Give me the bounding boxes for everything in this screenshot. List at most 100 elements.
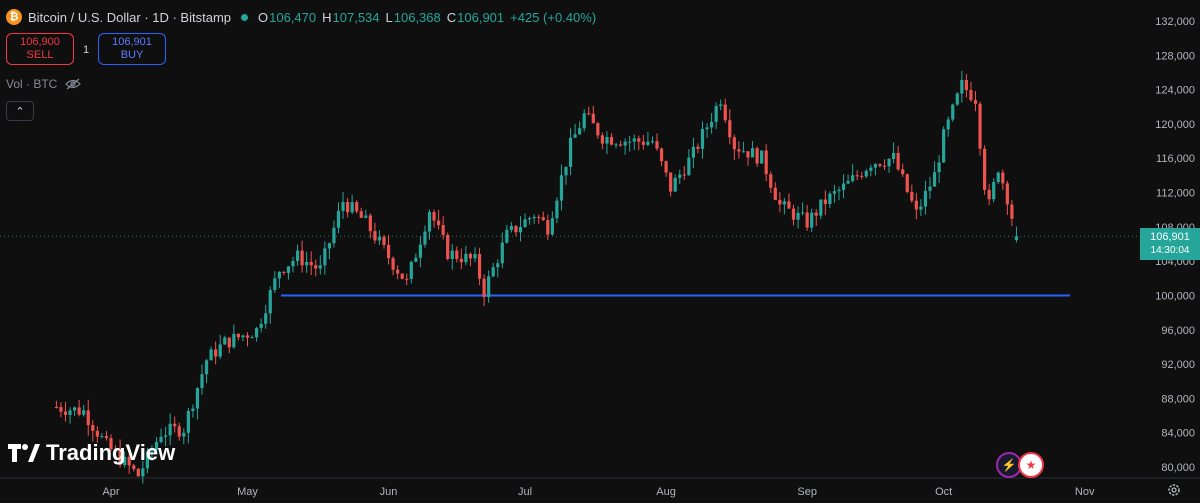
candle-body	[837, 189, 841, 192]
candle-body	[327, 243, 331, 249]
candle-body	[914, 200, 918, 210]
candle-body	[141, 468, 145, 477]
candle-body	[550, 218, 554, 235]
candle-body	[364, 215, 368, 218]
candle-body	[491, 267, 495, 277]
candle-body	[95, 430, 99, 437]
candle-body	[405, 278, 409, 280]
candle-body	[468, 253, 473, 259]
y-tick-label: 84,000	[1161, 428, 1195, 440]
chart-header: ₿ Bitcoin / U.S. Dollar · 1D · Bitstamp …	[6, 8, 602, 26]
candle-body	[318, 265, 322, 269]
candle-body	[241, 335, 245, 338]
candle-body	[887, 158, 891, 167]
volume-indicator[interactable]: Vol · BTC	[6, 77, 82, 91]
candle-body	[619, 144, 623, 146]
candle-body	[905, 174, 909, 192]
candle-body	[295, 250, 300, 262]
candle-body	[978, 103, 982, 149]
candle-body	[232, 333, 236, 348]
candle-body	[696, 146, 700, 149]
bar-countdown: 14:30:04	[1150, 245, 1190, 256]
candle-body	[719, 104, 723, 107]
buy-price: 106,901	[112, 36, 152, 48]
candle-body	[901, 169, 905, 175]
candle-body	[496, 263, 500, 268]
candle-body	[791, 208, 796, 220]
candle-body	[259, 323, 263, 328]
candle-body	[609, 137, 614, 145]
candle-body	[73, 407, 77, 411]
y-tick-label: 92,000	[1161, 359, 1195, 371]
candle-body	[386, 244, 391, 259]
candle-body	[755, 148, 759, 164]
event-markers[interactable]: ⚡ ★	[996, 452, 1044, 478]
sell-button[interactable]: 106,900 SELL	[6, 33, 74, 65]
candle-body	[500, 242, 504, 264]
candle-body	[437, 220, 441, 226]
candle-body	[450, 250, 454, 259]
us-flag-icon[interactable]: ★	[1018, 452, 1044, 478]
candle-body	[68, 410, 72, 415]
candle-body	[1001, 172, 1005, 184]
candle-body	[323, 248, 327, 266]
candle-body	[273, 278, 277, 291]
candle-body	[568, 137, 573, 167]
candle-body	[992, 182, 996, 200]
candle-body	[286, 266, 291, 273]
buy-button[interactable]: 106,901 BUY	[98, 33, 166, 65]
candle-body	[282, 271, 286, 273]
gear-icon[interactable]	[1166, 482, 1182, 498]
candle-body	[910, 191, 914, 201]
candle-body	[277, 271, 281, 279]
candle-body	[204, 360, 209, 375]
candle-body	[678, 174, 682, 178]
candle-body	[355, 202, 359, 212]
market-status-dot	[241, 13, 248, 21]
candle-body	[983, 148, 987, 190]
candle-body	[255, 327, 259, 338]
candle-body	[855, 175, 859, 177]
y-tick-label: 128,000	[1155, 50, 1195, 62]
candle-body	[964, 79, 968, 91]
x-tick-label: Apr	[102, 486, 119, 498]
y-tick-label: 116,000	[1156, 153, 1195, 165]
candle-body	[518, 227, 523, 233]
candle-body	[737, 149, 741, 152]
high-value: 107,534	[332, 9, 380, 25]
candle-body	[746, 151, 750, 158]
tradingview-logo-icon	[8, 444, 40, 462]
lightning-icon[interactable]: ⚡	[996, 452, 1022, 478]
candle-body	[186, 411, 190, 433]
candle-body	[828, 193, 832, 204]
y-tick-label: 112,000	[1156, 188, 1195, 200]
candle-body	[659, 148, 664, 162]
candle-body	[750, 148, 755, 158]
candle-body	[236, 333, 240, 338]
candle-body	[646, 141, 650, 145]
close-label: C	[446, 9, 457, 25]
candle-body	[409, 261, 413, 279]
candle-body	[218, 344, 222, 357]
candle-body	[810, 212, 814, 228]
volume-label: Vol · BTC	[6, 77, 58, 91]
candle-body	[864, 170, 868, 177]
sell-price: 106,900	[20, 36, 60, 48]
candle-body	[136, 468, 140, 477]
candle-body	[969, 90, 973, 101]
candle-body	[882, 165, 887, 167]
symbol-title[interactable]: Bitcoin / U.S. Dollar · 1D · Bitstamp	[28, 9, 231, 25]
candle-body	[191, 408, 195, 412]
high-label: H	[322, 9, 332, 25]
x-tick-label: Jun	[380, 486, 398, 498]
candle-body	[555, 200, 559, 219]
candle-body	[700, 129, 705, 149]
candle-body	[164, 435, 168, 437]
candle-body	[350, 202, 354, 213]
candle-body	[846, 181, 850, 184]
eye-off-icon[interactable]	[65, 78, 82, 90]
chevron-up-icon[interactable]: ⌃	[6, 101, 34, 121]
candle-body	[919, 206, 923, 210]
candle-body	[264, 313, 268, 324]
